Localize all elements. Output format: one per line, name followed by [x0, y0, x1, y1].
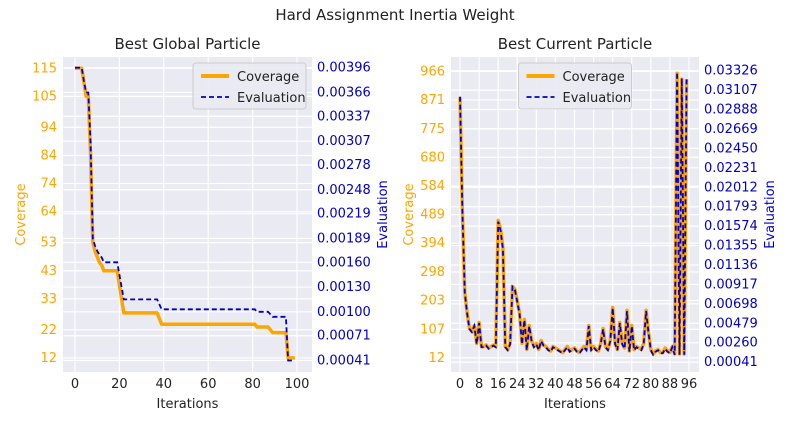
y-tick-label: 53: [40, 236, 57, 251]
y-tick-label: 775: [420, 122, 445, 137]
legend: Coverage Evaluation: [192, 62, 307, 110]
chart-title: Best Global Particle: [114, 35, 260, 53]
y2-tick-label: 0.00160: [317, 255, 371, 270]
y-tick-label: 203: [420, 294, 445, 309]
y2-tick-label: 0.00396: [317, 61, 371, 76]
y2-tick-label: 0.00248: [317, 183, 371, 198]
x-tick-label: 100: [285, 377, 310, 392]
y-tick-label: 871: [420, 93, 445, 108]
y2-tick-label: 0.02888: [704, 103, 758, 118]
x-tick-label: 0: [71, 377, 79, 392]
y2-tick-label: 0.00189: [317, 231, 371, 246]
y-tick-label: 84: [40, 148, 57, 163]
y2-tick-label: 0.02450: [704, 141, 758, 156]
coverage-series-line: [75, 66, 295, 360]
x-tick-label: 64: [604, 377, 621, 392]
y-tick-label: 12: [40, 351, 57, 366]
y2-tick-label: 0.00337: [317, 109, 371, 124]
y2-tick-label: 0.00041: [704, 355, 758, 370]
y2-tick-label: 0.02231: [704, 161, 758, 176]
y2-tick-label: 0.03326: [704, 64, 758, 79]
x-tick-label: 24: [509, 377, 526, 392]
y2-tick-label: 0.00278: [317, 158, 371, 173]
y2-tick-label: 0.01574: [704, 219, 758, 234]
x-tick-label: 80: [643, 377, 660, 392]
y-tick-label: 12: [428, 351, 445, 366]
y2-tick-label: 0.00698: [704, 297, 758, 312]
y2-tick-label: 0.00479: [704, 316, 758, 331]
evaluation-series-line: [459, 72, 688, 357]
y-axis-label: Coverage: [402, 183, 417, 245]
y-axis-label: Coverage: [14, 183, 29, 245]
x-tick-label: 96: [681, 377, 698, 392]
y-tick-label: 489: [420, 208, 445, 223]
y-tick-label: 22: [40, 323, 57, 338]
y2-tick-label: 0.00130: [317, 280, 371, 295]
x-tick-label: 48: [566, 377, 583, 392]
legend: Coverage Evaluation: [518, 62, 632, 110]
y2-tick-label: 0.01793: [704, 200, 758, 215]
legend-label: Coverage: [237, 70, 299, 85]
y-tick-label: 64: [40, 205, 57, 220]
y-tick-label: 107: [420, 322, 445, 337]
y-tick-label: 298: [420, 265, 445, 280]
x-tick-label: 56: [585, 377, 602, 392]
y2-tick-label: 0.02012: [704, 180, 758, 195]
chart-title: Best Current Particle: [498, 35, 653, 53]
y2-tick-label: 0.00366: [317, 85, 371, 100]
evaluation-series-line: [75, 66, 295, 362]
y-tick-label: 394: [420, 236, 445, 251]
chart-panel-1: Best Global Particle 0 20 40 60 80 100 Iteratio…: [14, 35, 391, 412]
x-tick-label: 80: [244, 377, 261, 392]
x-tick-label: 60: [200, 377, 217, 392]
y2-tick-label: 0.01136: [704, 258, 758, 273]
legend-label: Evaluation: [237, 91, 306, 106]
y-tick-label: 584: [420, 179, 445, 194]
y2-axis-label: Evaluation: [376, 180, 391, 249]
y-tick-label: 74: [40, 177, 57, 192]
figure-title: Hard Assignment Inertia Weight: [275, 6, 515, 24]
x-tick-label: 20: [111, 377, 128, 392]
y-tick-label: 33: [40, 292, 57, 307]
y-tick-label: 966: [420, 64, 445, 79]
x-tick-label: 32: [528, 377, 545, 392]
y-tick-label: 680: [420, 150, 445, 165]
x-axis-label: Iterations: [157, 397, 219, 412]
y-tick-label: 115: [32, 61, 57, 76]
y-tick-label: 94: [40, 120, 57, 135]
x-tick-label: 8: [475, 377, 483, 392]
legend-label: Evaluation: [563, 91, 632, 106]
y-tick-label: 105: [32, 89, 57, 104]
legend-label: Coverage: [563, 70, 625, 85]
y-tick-label: 43: [40, 264, 57, 279]
x-tick-label: 16: [490, 377, 507, 392]
y2-axis-label: Evaluation: [763, 180, 778, 249]
y2-tick-label: 0.00260: [704, 336, 758, 351]
x-tick-label: 40: [547, 377, 564, 392]
y2-tick-label: 0.00917: [704, 277, 758, 292]
y2-tick-label: 0.03107: [704, 83, 758, 98]
y2-tick-label: 0.00041: [317, 353, 371, 368]
x-tick-label: 40: [156, 377, 173, 392]
y2-tick-label: 0.02669: [704, 122, 758, 137]
x-tick-label: 0: [456, 377, 464, 392]
y2-tick-label: 0.00071: [317, 329, 371, 344]
y2-tick-label: 0.00100: [317, 305, 371, 320]
x-tick-label: 88: [662, 377, 679, 392]
x-axis-label: Iterations: [544, 397, 606, 412]
y2-tick-label: 0.00219: [317, 207, 371, 222]
y2-tick-label: 0.01355: [704, 239, 758, 254]
y2-tick-label: 0.00307: [317, 134, 371, 149]
x-tick-label: 72: [623, 377, 640, 392]
